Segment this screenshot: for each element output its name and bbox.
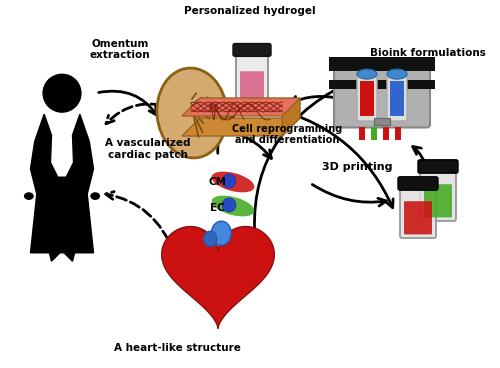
FancyBboxPatch shape bbox=[400, 182, 436, 238]
FancyBboxPatch shape bbox=[374, 118, 390, 125]
FancyBboxPatch shape bbox=[329, 62, 435, 71]
Polygon shape bbox=[182, 98, 300, 116]
Polygon shape bbox=[182, 118, 300, 136]
FancyBboxPatch shape bbox=[390, 81, 404, 116]
FancyBboxPatch shape bbox=[360, 81, 374, 116]
Text: A heart-like structure: A heart-like structure bbox=[114, 343, 241, 353]
Ellipse shape bbox=[357, 69, 377, 79]
FancyBboxPatch shape bbox=[418, 160, 458, 173]
Text: Personalized hydrogel: Personalized hydrogel bbox=[184, 6, 316, 16]
Circle shape bbox=[222, 198, 236, 212]
FancyBboxPatch shape bbox=[334, 63, 430, 127]
FancyBboxPatch shape bbox=[420, 165, 456, 221]
Polygon shape bbox=[30, 114, 94, 261]
Ellipse shape bbox=[212, 171, 254, 192]
FancyBboxPatch shape bbox=[329, 80, 435, 88]
Text: EC: EC bbox=[210, 203, 225, 213]
Text: CM: CM bbox=[208, 177, 226, 187]
FancyBboxPatch shape bbox=[359, 127, 365, 140]
FancyBboxPatch shape bbox=[236, 51, 268, 110]
Ellipse shape bbox=[24, 193, 33, 199]
Polygon shape bbox=[162, 227, 274, 328]
FancyBboxPatch shape bbox=[240, 71, 264, 103]
Ellipse shape bbox=[387, 69, 407, 79]
Text: 3D printing: 3D printing bbox=[322, 162, 393, 173]
Polygon shape bbox=[282, 98, 300, 136]
Ellipse shape bbox=[212, 196, 254, 216]
Ellipse shape bbox=[212, 221, 231, 245]
Text: A vascularized
cardiac patch: A vascularized cardiac patch bbox=[105, 138, 190, 160]
Text: Bioink formulations: Bioink formulations bbox=[370, 48, 486, 59]
Ellipse shape bbox=[157, 68, 227, 158]
FancyBboxPatch shape bbox=[387, 74, 407, 121]
Ellipse shape bbox=[91, 193, 100, 199]
FancyBboxPatch shape bbox=[404, 201, 432, 234]
FancyBboxPatch shape bbox=[395, 127, 401, 140]
Circle shape bbox=[43, 74, 81, 112]
FancyBboxPatch shape bbox=[357, 74, 377, 121]
Circle shape bbox=[222, 174, 236, 188]
FancyBboxPatch shape bbox=[424, 184, 452, 217]
FancyBboxPatch shape bbox=[383, 127, 389, 140]
Ellipse shape bbox=[204, 231, 217, 247]
Text: Omentum
extraction: Omentum extraction bbox=[90, 39, 150, 60]
FancyBboxPatch shape bbox=[329, 57, 435, 68]
FancyBboxPatch shape bbox=[233, 43, 271, 56]
FancyBboxPatch shape bbox=[398, 177, 438, 190]
FancyBboxPatch shape bbox=[371, 127, 377, 140]
Text: Cell reprogramming
and differentiation: Cell reprogramming and differentiation bbox=[232, 124, 342, 145]
